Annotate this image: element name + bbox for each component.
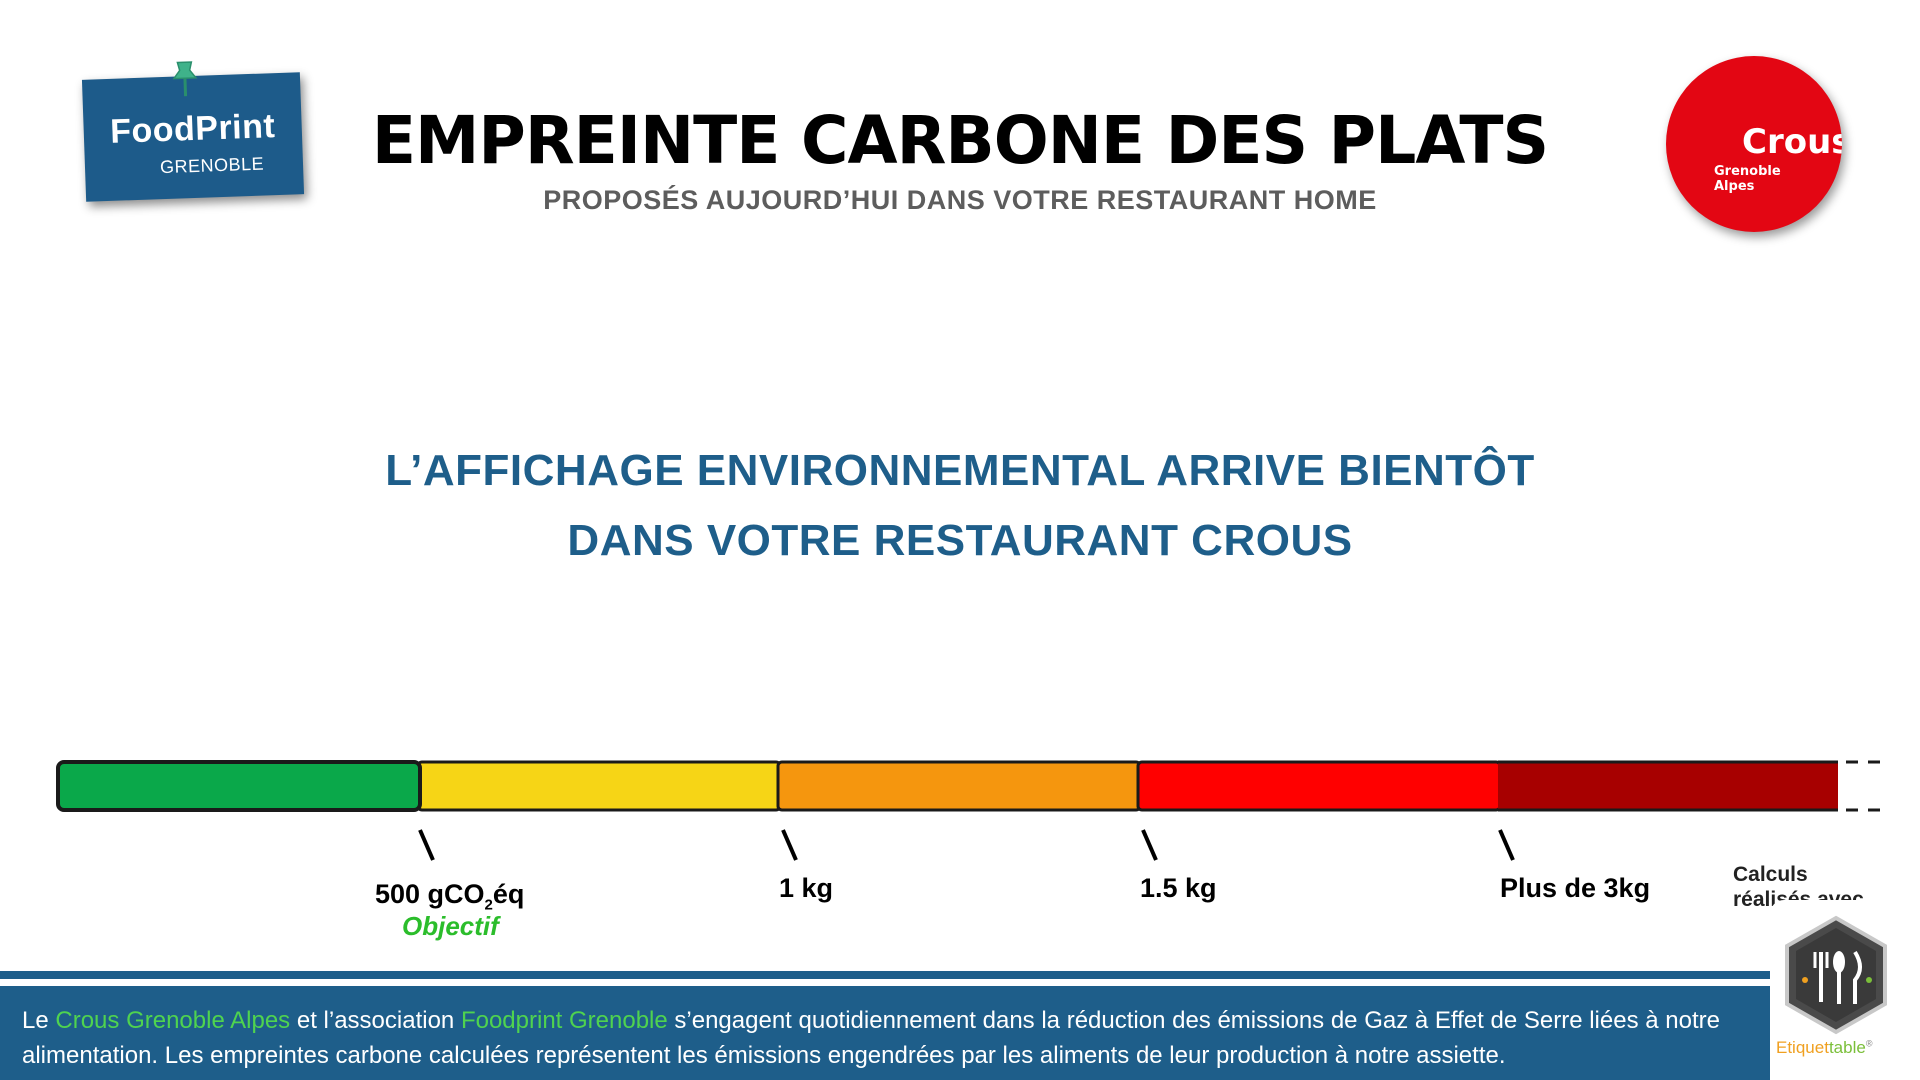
tick-mark-1	[418, 829, 435, 861]
crous-city: Grenoble Alpes	[1714, 164, 1781, 194]
pushpin-icon	[172, 61, 198, 97]
crous-city-line1: Grenoble	[1714, 164, 1781, 179]
footer-text-p2: et l’association	[290, 1007, 461, 1034]
tick-label-1kg: 1 kg	[779, 873, 834, 903]
footer-text-p1: Le	[22, 1007, 56, 1034]
footer-text-p3: s’engagent quotidiennement dans la réduc…	[22, 1007, 1720, 1069]
etiquettable-word-a: Etiquet	[1776, 1038, 1829, 1057]
announcement-line-1: L’AFFICHAGE ENVIRONNEMENTAL ARRIVE BIENT…	[385, 446, 1535, 495]
page-subtitle: PROPOSÉS AUJOURD’HUI DANS VOTRE RESTAURA…	[543, 185, 1377, 215]
scale-segment-1	[56, 760, 422, 812]
etiquettable-wordmark: Etiquettable®	[1776, 1038, 1872, 1058]
tick-mark-4	[1498, 829, 1515, 861]
etiquettable-mark: ®	[1865, 1038, 1873, 1049]
footer-org-crous: Crous Grenoble Alpes	[55, 1007, 291, 1034]
tick-label-500g: 500 gCO2éq	[375, 879, 524, 913]
announcement-line-2: DANS VOTRE RESTAURANT CROUS	[567, 516, 1353, 565]
scale-segment-5	[1498, 762, 1838, 810]
crous-name: Crous	[1742, 122, 1842, 162]
footer-org-foodprint: Foodprint Grenoble	[460, 1007, 668, 1034]
scale-segment-4	[1136, 760, 1502, 812]
footer-rule	[0, 971, 1920, 979]
tick-label-3kg: Plus de 3kg	[1500, 873, 1651, 903]
scale-segment-3	[776, 760, 1142, 812]
footer-banner	[0, 986, 1920, 1080]
foodprint-logo: FoodPrint GRENOBLE	[81, 61, 305, 202]
crous-logo: Crous Grenoble Alpes	[1666, 56, 1842, 232]
scale-segment-2	[416, 760, 782, 812]
page-title: EMPREINTE CARBONE DES PLATS	[371, 102, 1549, 179]
tick-label-500g-sub: 2	[484, 896, 493, 914]
etiquettable-word-b: table	[1828, 1038, 1866, 1057]
footer-text: Le Crous Grenoble Alpes et l’association…	[22, 1003, 1732, 1073]
tick-mark-3	[1141, 829, 1158, 861]
objective-label: Objectif	[402, 911, 499, 941]
carbon-scale	[56, 760, 1884, 861]
tick-label-500g-main: 500 gCO	[375, 879, 485, 909]
tick-label-1-5kg: 1.5 kg	[1140, 873, 1217, 903]
tick-mark-2	[781, 829, 798, 861]
cutlery-icon	[1785, 915, 1887, 1035]
tick-label-500g-end: éq	[492, 879, 525, 909]
crous-city-line2: Alpes	[1714, 179, 1755, 194]
